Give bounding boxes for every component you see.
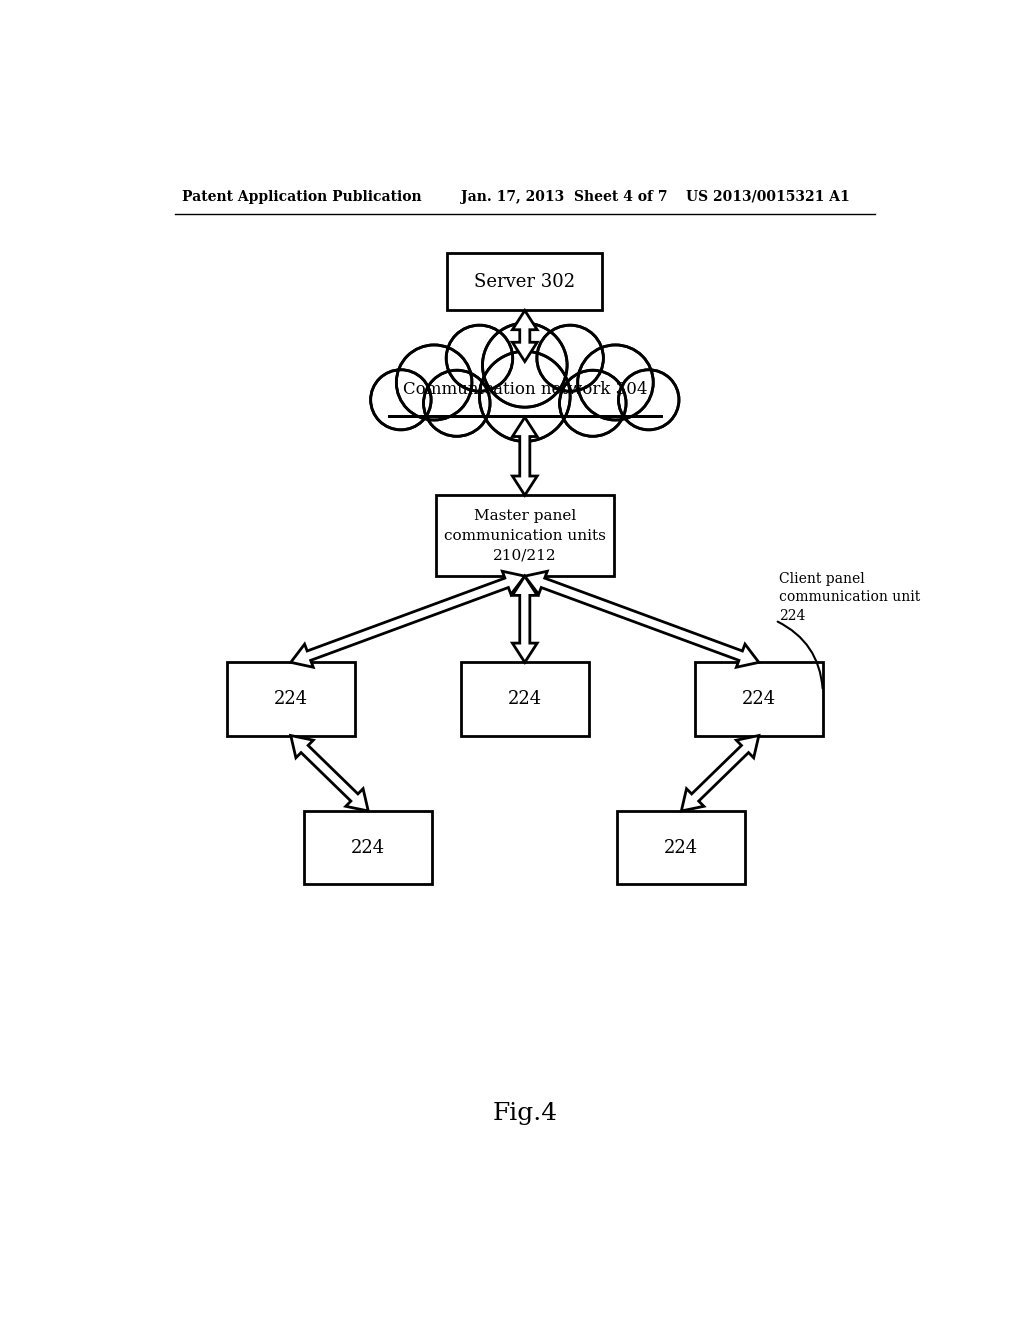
- Bar: [447, 252, 602, 310]
- Text: Master panel
communication units
210/212: Master panel communication units 210/212: [443, 510, 606, 562]
- Circle shape: [578, 345, 653, 420]
- Polygon shape: [291, 572, 524, 667]
- Text: Fig.4: Fig.4: [493, 1102, 557, 1125]
- Bar: [358, 400, 691, 430]
- Circle shape: [424, 370, 490, 437]
- Polygon shape: [524, 572, 759, 667]
- Text: 224: 224: [273, 690, 308, 708]
- Text: Client panel
communication unit
224: Client panel communication unit 224: [779, 572, 921, 623]
- Polygon shape: [291, 735, 369, 810]
- Text: Communication network 304: Communication network 304: [402, 381, 647, 397]
- Bar: [617, 810, 745, 884]
- Circle shape: [446, 325, 513, 391]
- Circle shape: [396, 345, 472, 420]
- Circle shape: [537, 325, 603, 391]
- Text: Patent Application Publication: Patent Application Publication: [182, 190, 422, 203]
- Circle shape: [618, 370, 679, 430]
- Polygon shape: [681, 735, 759, 810]
- FancyArrowPatch shape: [777, 622, 822, 689]
- Text: 224: 224: [351, 838, 385, 857]
- Bar: [461, 663, 589, 735]
- Circle shape: [371, 370, 431, 430]
- Circle shape: [441, 306, 608, 473]
- Bar: [226, 663, 354, 735]
- Text: 224: 224: [665, 838, 698, 857]
- Text: 224: 224: [741, 690, 776, 708]
- Text: 224: 224: [508, 690, 542, 708]
- Bar: [695, 663, 823, 735]
- Circle shape: [479, 351, 570, 441]
- Text: US 2013/0015321 A1: US 2013/0015321 A1: [686, 190, 850, 203]
- Text: Server 302: Server 302: [474, 273, 575, 290]
- Polygon shape: [512, 310, 538, 362]
- Polygon shape: [512, 576, 538, 663]
- Circle shape: [559, 370, 626, 437]
- Circle shape: [482, 323, 567, 407]
- Bar: [435, 495, 614, 576]
- Bar: [304, 810, 432, 884]
- Polygon shape: [512, 417, 538, 495]
- Text: Jan. 17, 2013  Sheet 4 of 7: Jan. 17, 2013 Sheet 4 of 7: [461, 190, 668, 203]
